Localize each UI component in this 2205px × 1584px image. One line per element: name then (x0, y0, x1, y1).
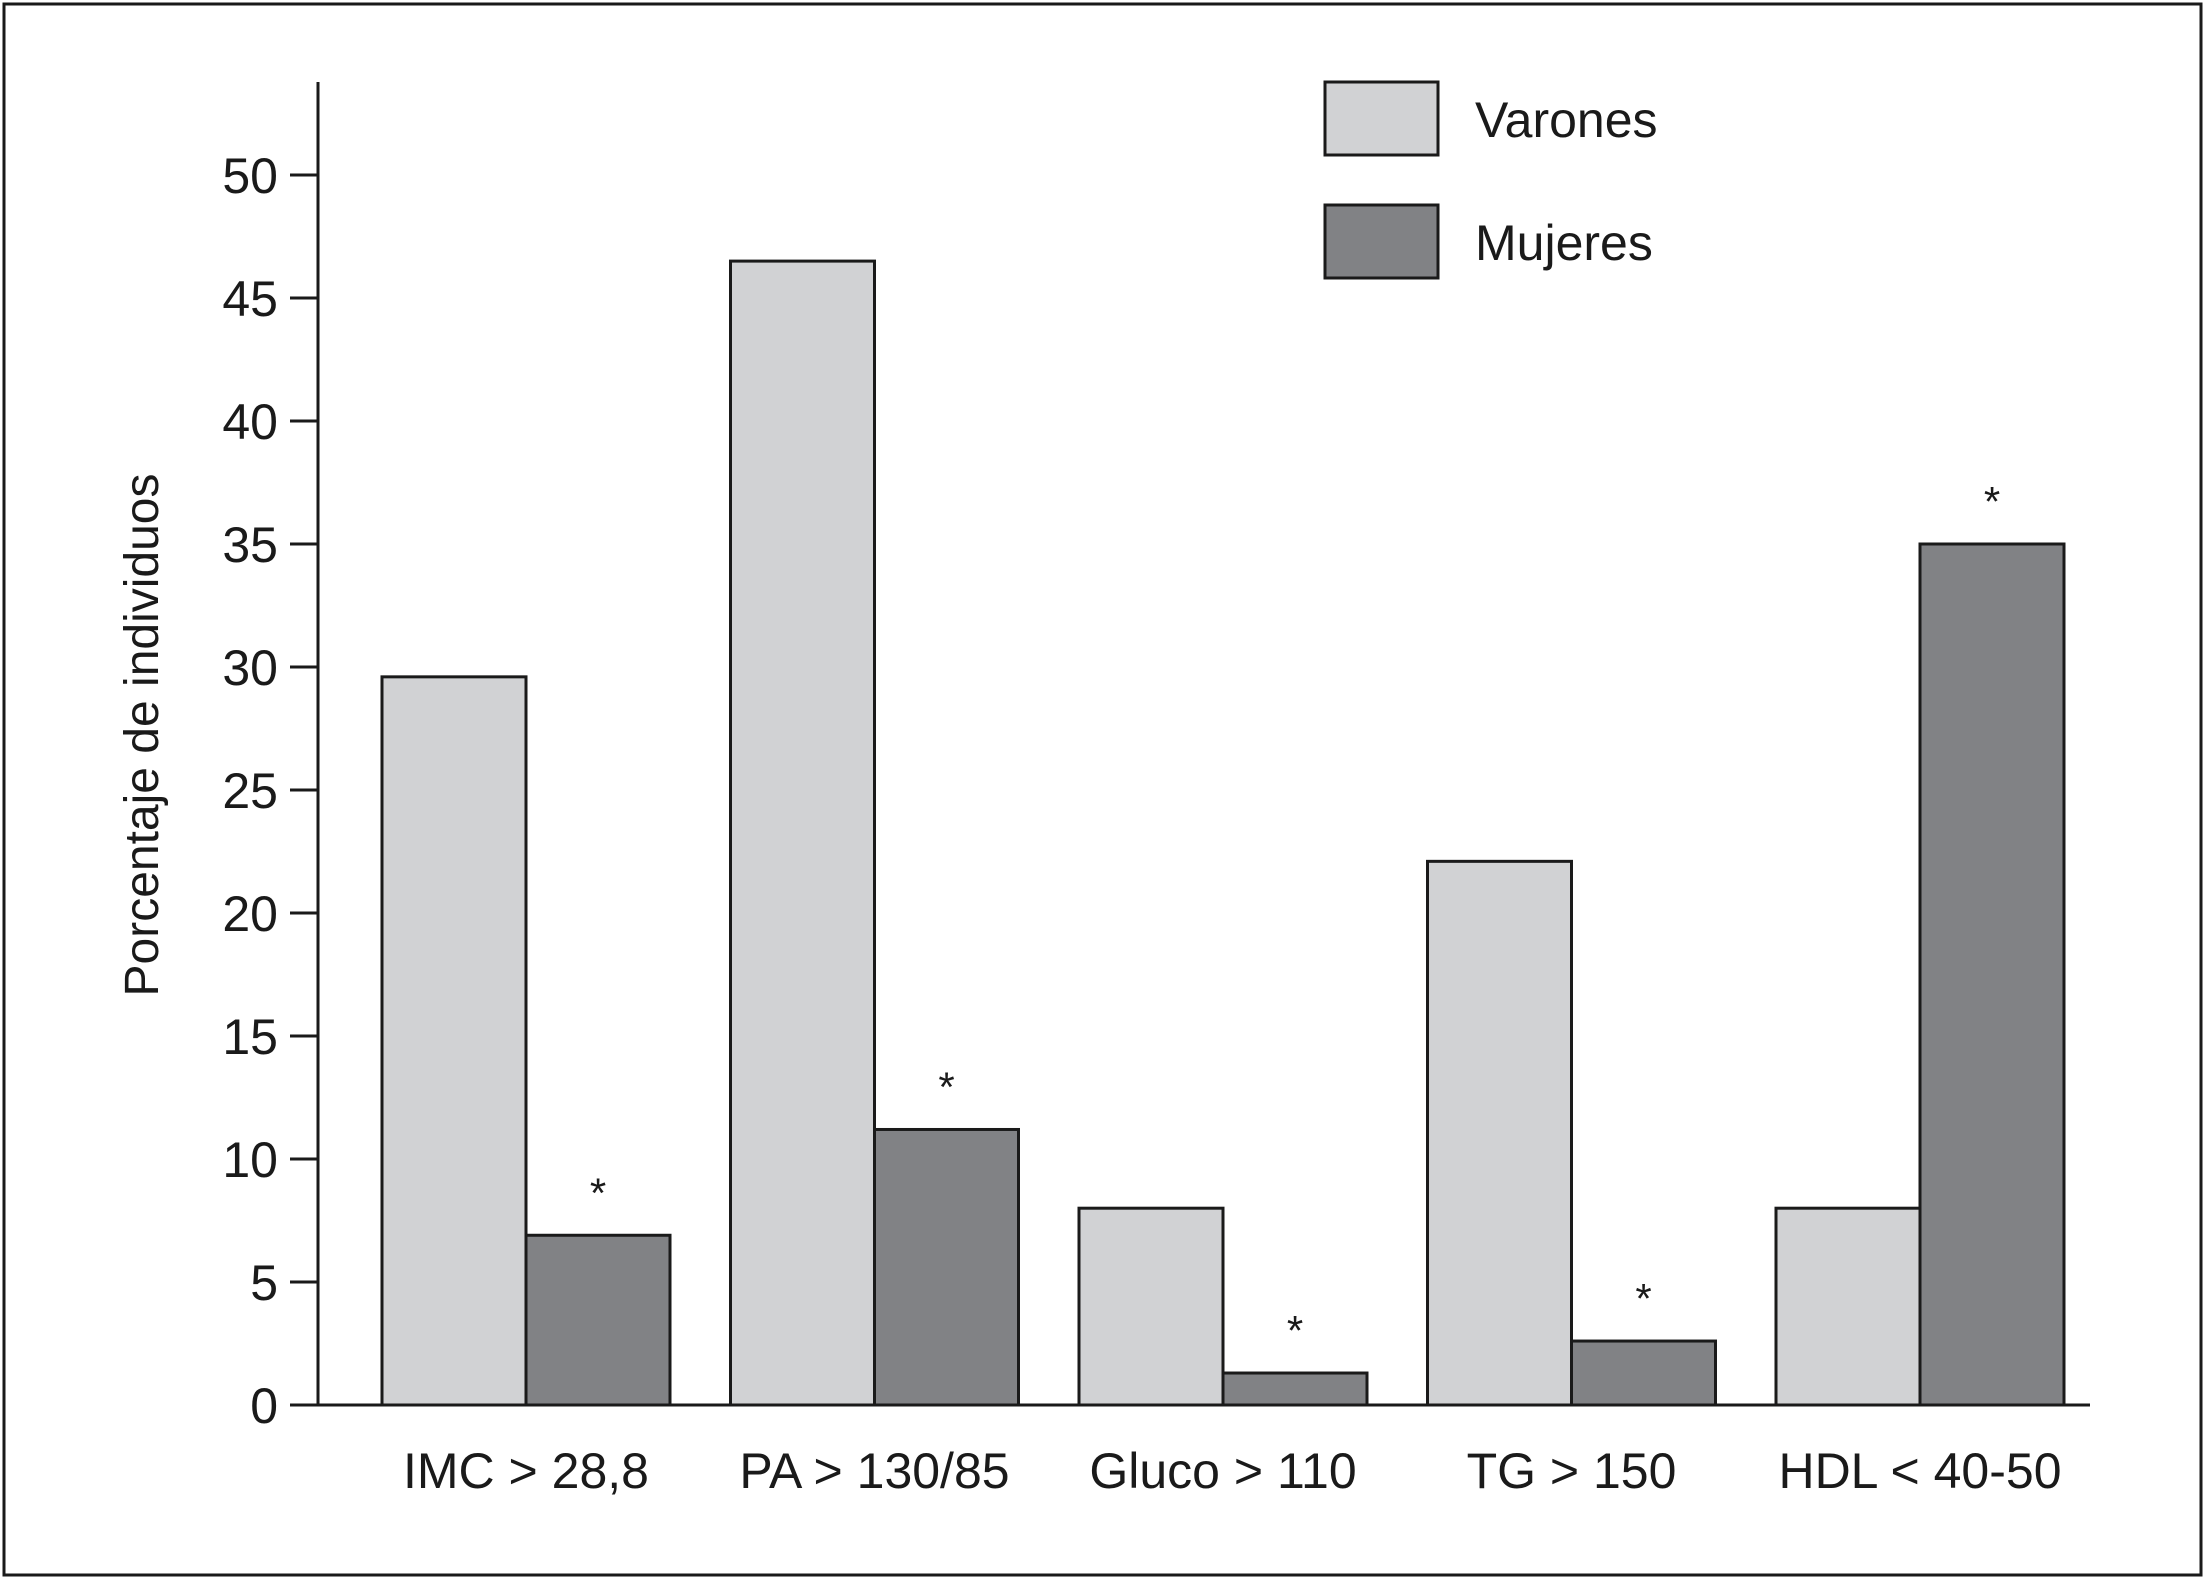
significance-star: * (1287, 1307, 1303, 1354)
bar-varones-1 (729, 259, 876, 1407)
bar-varones-2 (1077, 1206, 1225, 1407)
legend-swatch-mujeres (1323, 203, 1440, 280)
x-category-label: HDL < 40-50 (1778, 1443, 2061, 1499)
y-tick-label: 5 (250, 1255, 278, 1311)
bar-mujeres-2 (1221, 1371, 1369, 1407)
y-tick-label: 35 (222, 517, 278, 573)
y-tick-label: 45 (222, 271, 278, 327)
significance-annotations: * * * * * (590, 478, 2000, 1354)
x-category-label: TG > 150 (1467, 1443, 1677, 1499)
bar-mujeres-0 (524, 1233, 672, 1407)
bar-varones-3 (1426, 859, 1573, 1407)
x-category-label: IMC > 28,8 (403, 1443, 649, 1499)
bar-mujeres-1 (873, 1127, 1020, 1407)
bar-varones-0 (380, 675, 528, 1407)
y-tick-label: 10 (222, 1132, 278, 1188)
y-tick-label: 0 (250, 1378, 278, 1434)
y-ticks: 0 5 10 15 20 25 30 35 40 45 50 (222, 148, 318, 1434)
bar-mujeres-3 (1570, 1339, 1717, 1407)
y-axis-title: Porcentaje de individuos (116, 473, 169, 996)
legend-label-mujeres: Mujeres (1475, 215, 1653, 271)
legend-swatch-varones (1323, 80, 1440, 157)
significance-star: * (938, 1063, 954, 1110)
bar-varones-4 (1774, 1206, 1922, 1407)
significance-star: * (1635, 1275, 1651, 1322)
bar-mujeres-4 (1918, 542, 2066, 1407)
y-tick-label: 50 (222, 148, 278, 204)
y-tick-label: 25 (222, 763, 278, 819)
legend: Varones Mujeres (1323, 80, 1658, 280)
significance-star: * (590, 1169, 606, 1216)
x-category-label: PA > 130/85 (739, 1443, 1009, 1499)
bars (380, 259, 2066, 1407)
y-tick-label: 15 (222, 1009, 278, 1065)
y-tick-label: 40 (222, 394, 278, 450)
y-tick-label: 20 (222, 886, 278, 942)
category-labels: IMC > 28,8 PA > 130/85 Gluco > 110 TG > 150… (403, 1443, 2062, 1499)
significance-star: * (1984, 478, 2000, 525)
legend-label-varones: Varones (1475, 92, 1658, 148)
x-category-label: Gluco > 110 (1089, 1443, 1356, 1499)
y-tick-label: 30 (222, 640, 278, 696)
